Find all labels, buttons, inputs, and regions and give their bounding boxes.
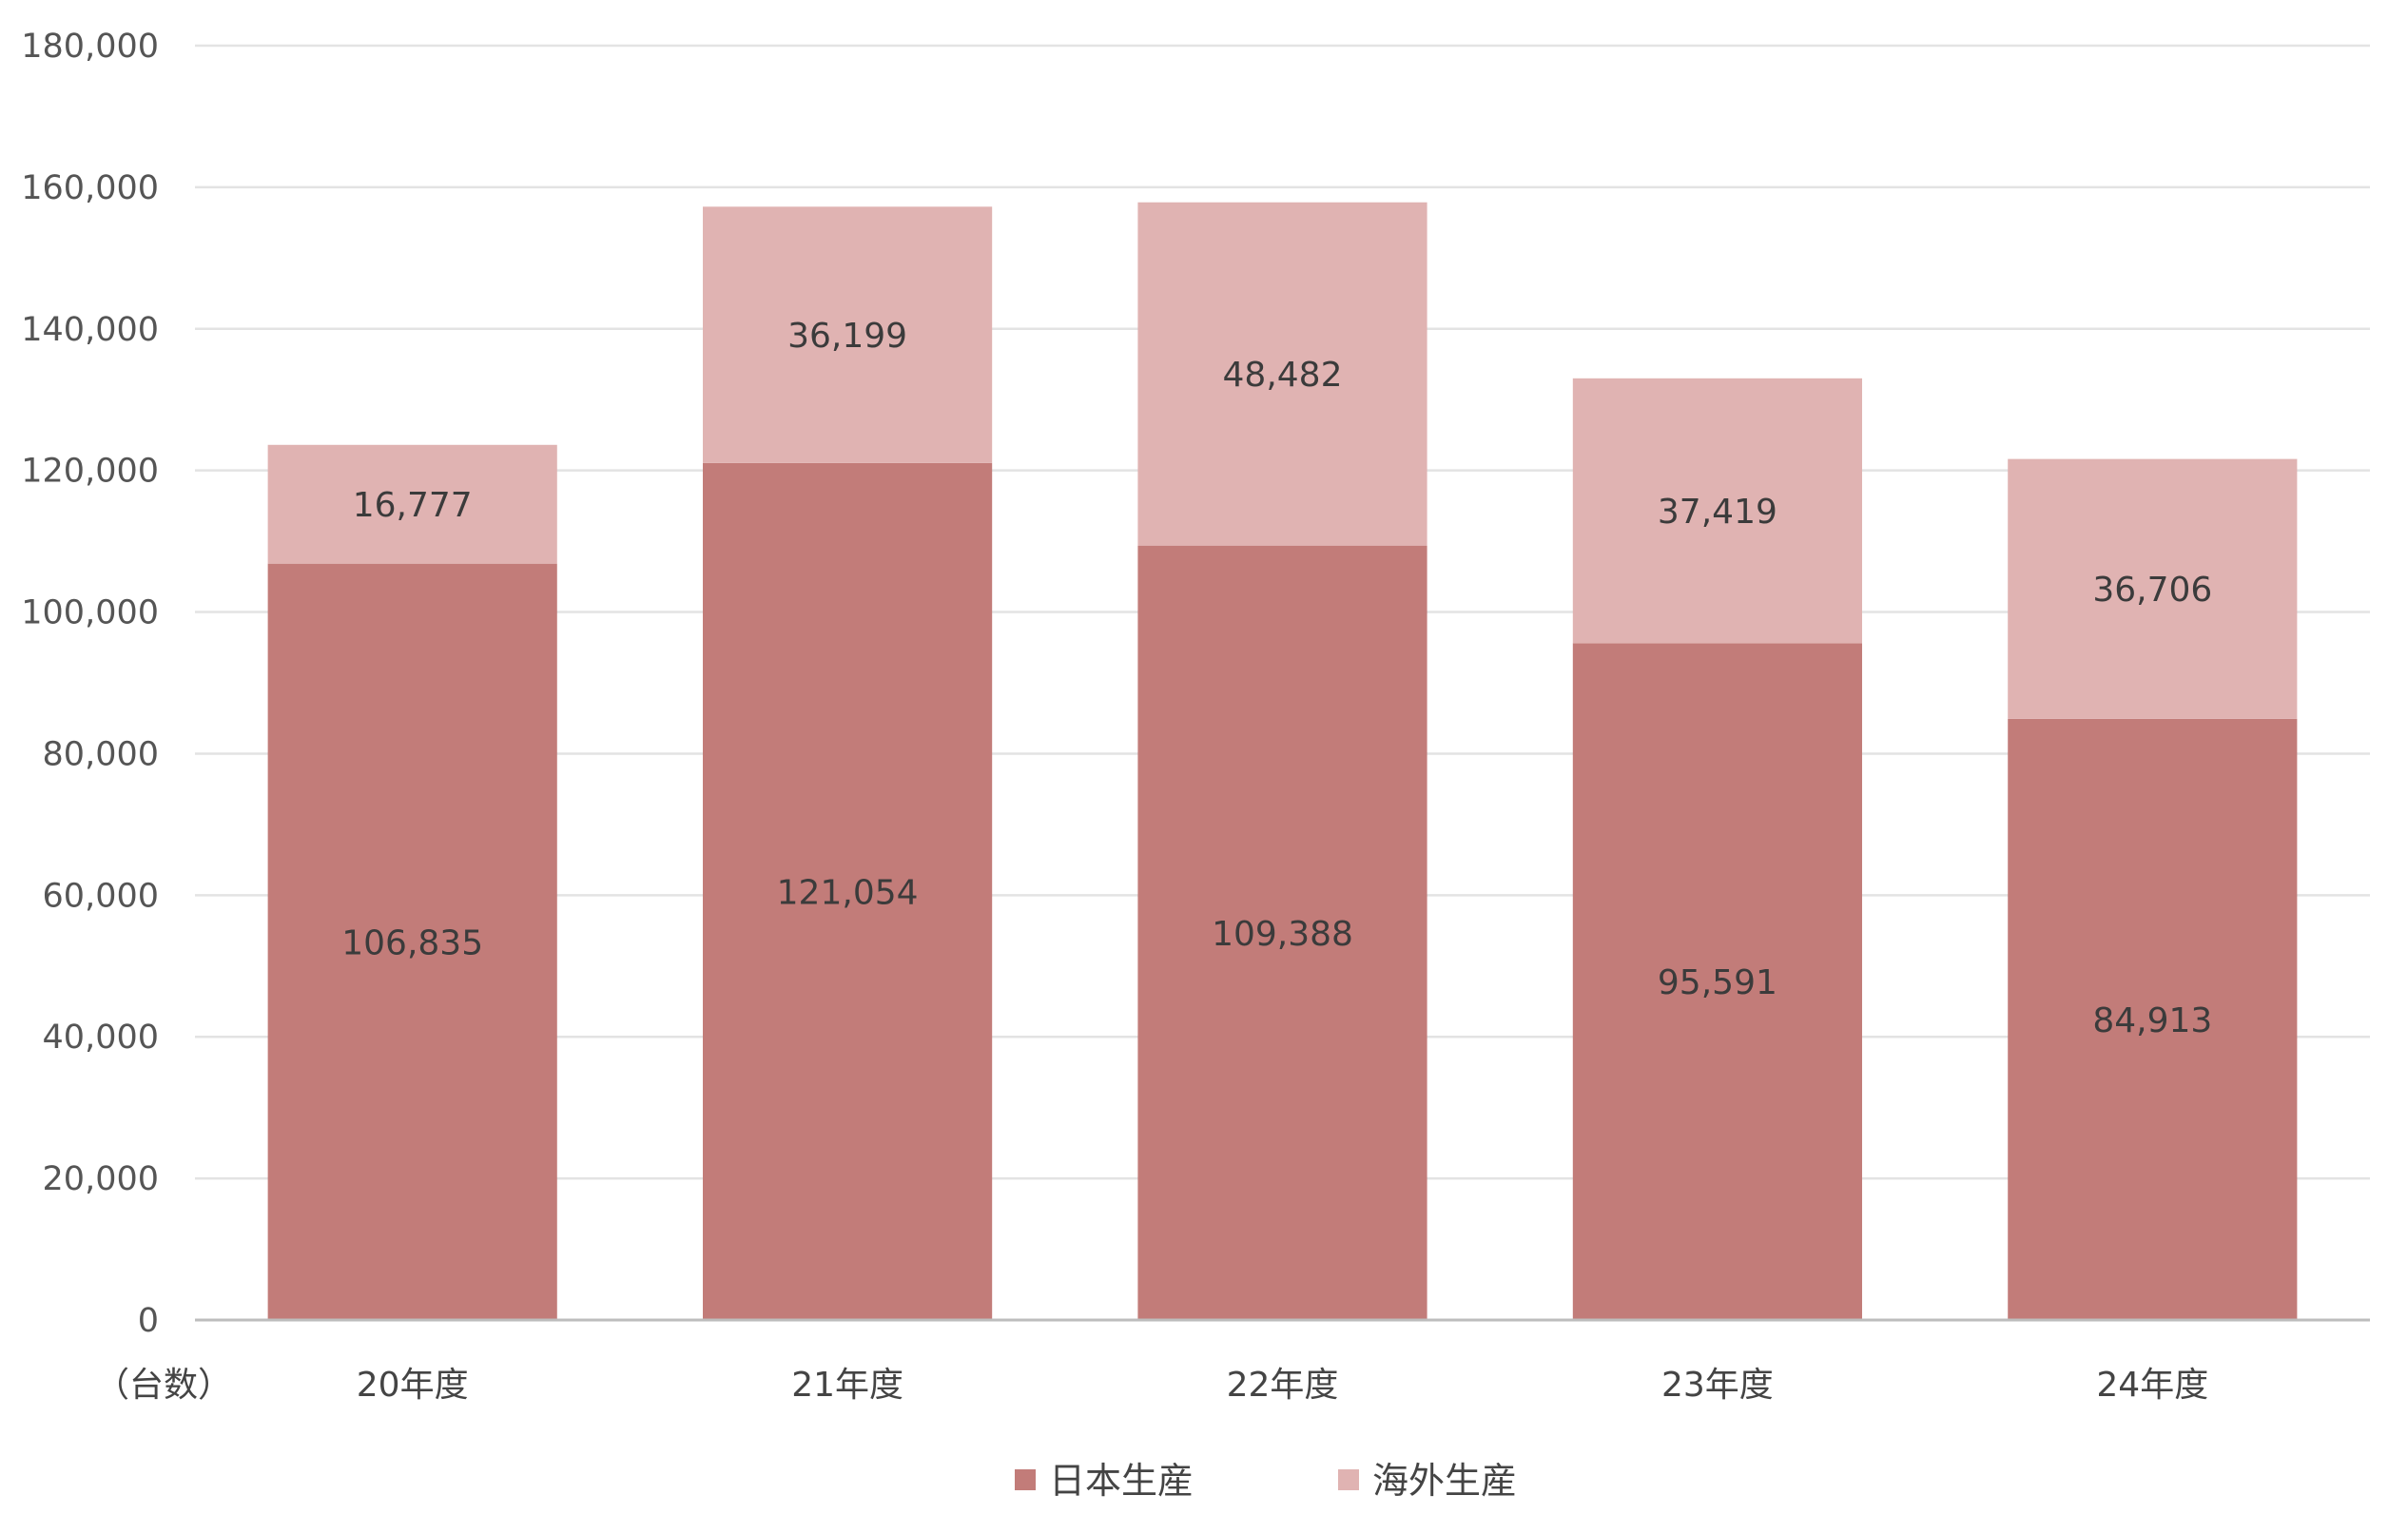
bar-overseas — [267, 444, 557, 564]
data-label: 106,835 — [341, 923, 483, 962]
data-label: 109,388 — [1212, 915, 1353, 954]
legend-label: 日本生産 — [1049, 1460, 1194, 1502]
data-labels: 106,835 16,777 121,054 36,199 109,388 48,482 9… — [341, 317, 2212, 1040]
data-label: 36,706 — [2092, 571, 2212, 610]
data-label: 48,482 — [1223, 356, 1343, 395]
y-tick-label: 0 — [138, 1302, 159, 1340]
x-tick-label: 20年度 — [357, 1366, 469, 1405]
data-label: 36,199 — [787, 317, 907, 356]
bar-overseas — [2008, 458, 2298, 719]
y-tick-label: 80,000 — [43, 735, 159, 773]
bar-overseas — [1572, 378, 1862, 644]
y-tick-label: 140,000 — [21, 311, 159, 349]
x-tick-label: 23年度 — [1661, 1366, 1774, 1405]
data-label: 95,591 — [1658, 963, 1777, 1002]
y-tick-label: 40,000 — [43, 1019, 159, 1057]
bar-domestic — [267, 563, 557, 1320]
x-tick-label: 24年度 — [2096, 1366, 2208, 1405]
y-tick-label: 180,000 — [21, 28, 159, 66]
data-label: 121,054 — [777, 873, 919, 912]
x-axis: 20年度 21年度 22年度 23年度 24年度 — [195, 1318, 2370, 1405]
data-label: 16,777 — [353, 486, 473, 525]
x-tick-label: 21年度 — [791, 1366, 903, 1405]
bar-domestic — [2008, 718, 2298, 1320]
y-tick-label: 20,000 — [43, 1160, 159, 1198]
legend-swatch — [1015, 1469, 1036, 1490]
legend-swatch — [1338, 1469, 1359, 1490]
y-tick-label: 60,000 — [43, 877, 159, 915]
y-tick-label: 160,000 — [21, 169, 159, 207]
bar-domestic — [1137, 545, 1427, 1320]
y-tick-label: 120,000 — [21, 453, 159, 491]
y-tick-label: 100,000 — [21, 594, 159, 632]
data-label: 84,913 — [2092, 1001, 2212, 1040]
data-label: 37,419 — [1658, 493, 1777, 532]
bar-overseas — [1137, 202, 1427, 546]
bar-domestic — [1572, 643, 1862, 1320]
bar-domestic — [703, 462, 993, 1321]
x-tick-label: 22年度 — [1227, 1366, 1339, 1405]
legend: 日本生産 海外生産 — [1015, 1460, 1517, 1502]
bar-overseas — [703, 206, 993, 463]
y-axis: 0 20,000 40,000 60,000 80,000 100,000 120,000 1… — [21, 28, 159, 1340]
bars — [267, 202, 2298, 1321]
unit-label: （台数） — [95, 1366, 232, 1405]
legend-label: 海外生産 — [1372, 1460, 1517, 1502]
